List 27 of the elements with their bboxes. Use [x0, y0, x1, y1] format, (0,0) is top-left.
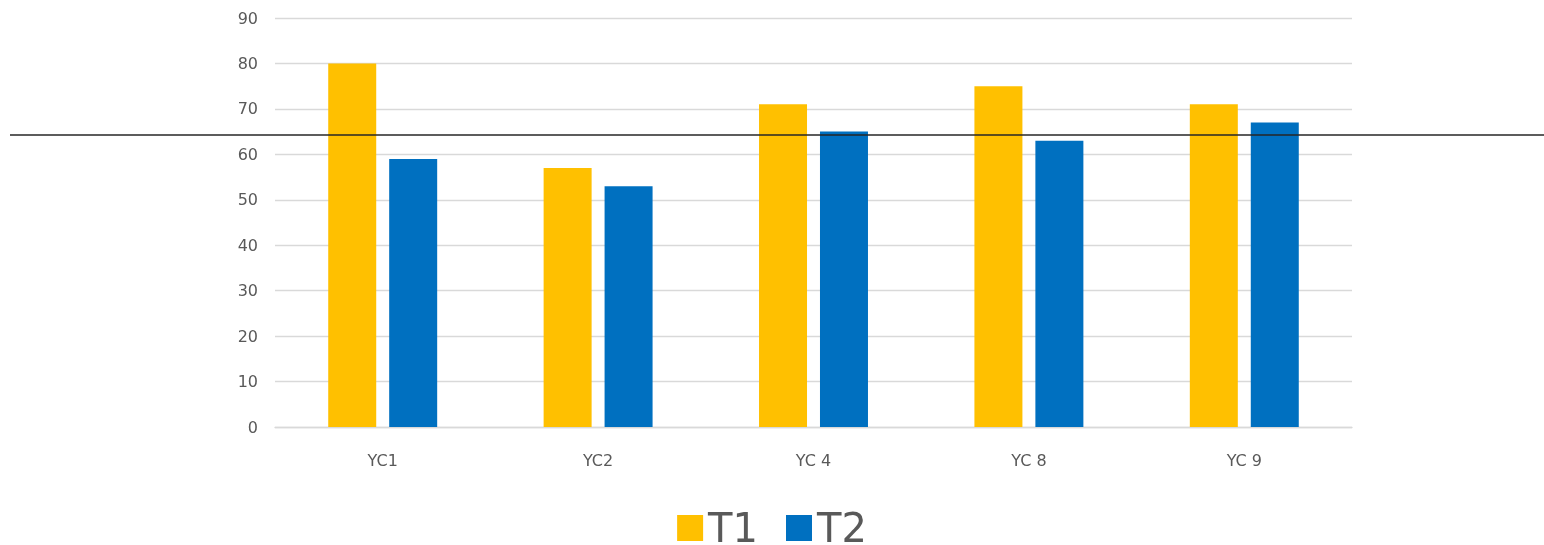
y-tick-label: 30 [237, 281, 258, 301]
bar [819, 131, 868, 427]
bar [974, 86, 1023, 427]
bar [1250, 122, 1299, 427]
bar [328, 63, 377, 427]
bar [604, 186, 653, 427]
bar [1189, 104, 1238, 427]
y-tick-label: 20 [237, 326, 258, 346]
legend-label: T1 [707, 505, 759, 545]
y-tick-label: 90 [237, 8, 258, 28]
y-tick-label: 10 [237, 372, 258, 392]
x-tick-label: YC2 [581, 450, 614, 470]
legend-label: T2 [816, 505, 867, 545]
x-tick-label: YC 9 [1225, 450, 1262, 470]
bar [543, 167, 592, 427]
bar [1035, 140, 1084, 427]
y-tick-label: 70 [237, 99, 258, 119]
y-tick-label: 80 [237, 53, 258, 73]
y-tick-label: 50 [237, 190, 258, 210]
x-tick-label: YC 8 [1010, 450, 1047, 470]
x-tick-label: YC1 [366, 450, 398, 470]
bar [759, 104, 808, 427]
bar [389, 158, 438, 427]
y-tick-label: 0 [247, 417, 258, 437]
y-tick-label: 60 [237, 144, 258, 164]
y-tick-label: 40 [237, 235, 258, 255]
x-tick-label: YC 4 [794, 450, 832, 470]
